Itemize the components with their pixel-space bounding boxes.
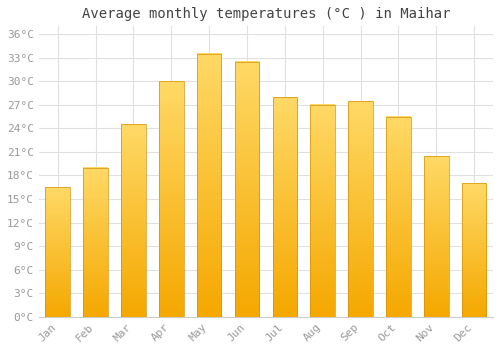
Bar (197, 54, 222, 317)
Bar (386, 117, 410, 317)
Bar (348, 101, 373, 317)
Bar (121, 125, 146, 317)
Bar (159, 81, 184, 317)
Title: Average monthly temperatures (°C ) in Maihar: Average monthly temperatures (°C ) in Ma… (82, 7, 450, 21)
Bar (84, 168, 108, 317)
Bar (272, 97, 297, 317)
Bar (310, 105, 335, 317)
Bar (424, 156, 448, 317)
Bar (46, 187, 70, 317)
Bar (234, 62, 260, 317)
Bar (462, 183, 486, 317)
